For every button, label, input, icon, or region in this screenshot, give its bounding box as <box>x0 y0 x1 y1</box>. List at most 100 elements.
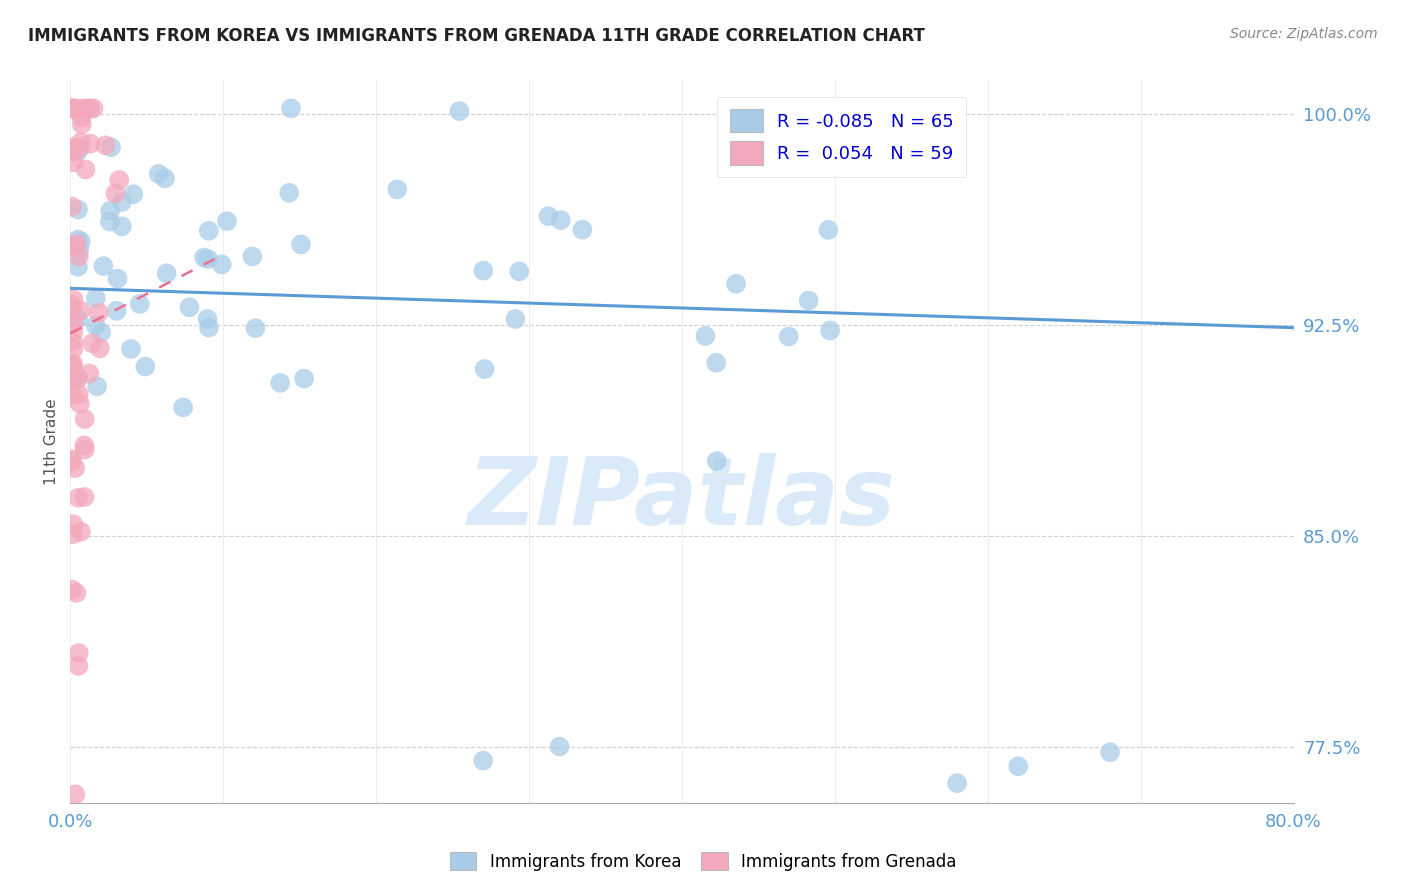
Immigrants from Korea <box>193 251 215 265</box>
Immigrants from Grenada <box>73 490 96 504</box>
Immigrants from Grenada <box>72 102 94 116</box>
Immigrants from Grenada <box>62 293 84 307</box>
Immigrants from Grenada <box>60 102 83 116</box>
Immigrants from Korea <box>245 321 267 335</box>
Immigrants from Korea <box>66 370 89 384</box>
Immigrants from Korea <box>548 739 571 754</box>
Immigrants from Grenada <box>65 788 87 802</box>
Immigrants from Korea <box>122 187 145 202</box>
Immigrants from Korea <box>134 359 156 374</box>
Immigrants from Korea <box>550 213 572 227</box>
Immigrants from Korea <box>449 104 471 119</box>
Immigrants from Grenada <box>70 117 93 131</box>
Y-axis label: 11th Grade: 11th Grade <box>44 398 59 485</box>
Immigrants from Grenada <box>82 336 104 351</box>
Immigrants from Grenada <box>62 316 84 330</box>
Legend: R = -0.085   N = 65, R =  0.054   N = 59: R = -0.085 N = 65, R = 0.054 N = 59 <box>717 96 966 178</box>
Immigrants from Grenada <box>79 136 101 151</box>
Immigrants from Korea <box>172 401 194 415</box>
Immigrants from Korea <box>197 312 219 326</box>
Immigrants from Grenada <box>73 442 96 457</box>
Immigrants from Grenada <box>62 334 84 349</box>
Immigrants from Grenada <box>65 586 87 600</box>
Immigrants from Grenada <box>79 102 101 116</box>
Immigrants from Grenada <box>67 249 90 263</box>
Immigrants from Korea <box>797 293 820 308</box>
Immigrants from Korea <box>474 362 496 376</box>
Immigrants from Grenada <box>70 524 93 539</box>
Immigrants from Korea <box>128 297 150 311</box>
Immigrants from Korea <box>105 303 128 318</box>
Immigrants from Grenada <box>69 141 91 155</box>
Immigrants from Korea <box>505 312 527 326</box>
Immigrants from Korea <box>84 291 107 305</box>
Immigrants from Korea <box>155 266 177 280</box>
Immigrants from Korea <box>98 214 121 228</box>
Immigrants from Korea <box>1007 759 1029 773</box>
Immigrants from Grenada <box>76 102 98 116</box>
Immigrants from Grenada <box>60 455 83 469</box>
Immigrants from Korea <box>66 311 89 326</box>
Immigrants from Korea <box>537 209 560 223</box>
Immigrants from Korea <box>93 259 115 273</box>
Immigrants from Grenada <box>60 387 83 401</box>
Immigrants from Grenada <box>63 461 86 475</box>
Immigrants from Korea <box>571 222 593 236</box>
Immigrants from Grenada <box>63 155 86 169</box>
Immigrants from Grenada <box>67 646 90 660</box>
Immigrants from Korea <box>387 182 409 196</box>
Text: ZIPatlas: ZIPatlas <box>468 453 896 545</box>
Immigrants from Korea <box>66 202 89 217</box>
Immigrants from Korea <box>84 318 107 333</box>
Immigrants from Korea <box>242 249 264 263</box>
Immigrants from Korea <box>90 326 112 340</box>
Immigrants from Korea <box>280 102 302 116</box>
Immigrants from Grenada <box>79 367 101 381</box>
Immigrants from Korea <box>148 167 170 181</box>
Immigrants from Grenada <box>83 102 105 116</box>
Immigrants from Grenada <box>60 582 83 597</box>
Immigrants from Korea <box>179 301 201 315</box>
Immigrants from Korea <box>86 379 108 393</box>
Immigrants from Grenada <box>67 658 90 673</box>
Immigrants from Grenada <box>62 357 84 371</box>
Immigrants from Grenada <box>60 371 83 385</box>
Immigrants from Grenada <box>75 162 97 177</box>
Immigrants from Korea <box>211 257 233 271</box>
Immigrants from Grenada <box>60 199 83 213</box>
Immigrants from Korea <box>706 454 728 468</box>
Immigrants from Grenada <box>60 298 83 312</box>
Immigrants from Grenada <box>63 238 86 252</box>
Immigrants from Grenada <box>63 102 86 116</box>
Immigrants from Korea <box>66 260 89 274</box>
Text: IMMIGRANTS FROM KOREA VS IMMIGRANTS FROM GRENADA 11TH GRADE CORRELATION CHART: IMMIGRANTS FROM KOREA VS IMMIGRANTS FROM… <box>28 27 925 45</box>
Immigrants from Korea <box>817 223 839 237</box>
Text: Source: ZipAtlas.com: Source: ZipAtlas.com <box>1230 27 1378 41</box>
Immigrants from Grenada <box>73 438 96 452</box>
Immigrants from Grenada <box>70 111 93 125</box>
Immigrants from Korea <box>472 263 495 277</box>
Immigrants from Korea <box>695 329 717 343</box>
Immigrants from Grenada <box>104 186 127 201</box>
Immigrants from Korea <box>107 271 129 285</box>
Immigrants from Grenada <box>67 491 90 505</box>
Immigrants from Grenada <box>62 342 84 356</box>
Immigrants from Grenada <box>66 372 89 386</box>
Immigrants from Grenada <box>60 302 83 317</box>
Immigrants from Grenada <box>108 173 131 187</box>
Immigrants from Grenada <box>62 359 84 374</box>
Immigrants from Grenada <box>65 237 87 252</box>
Legend: Immigrants from Korea, Immigrants from Grenada: Immigrants from Korea, Immigrants from G… <box>441 844 965 880</box>
Immigrants from Grenada <box>60 357 83 371</box>
Immigrants from Grenada <box>89 341 111 355</box>
Immigrants from Grenada <box>62 517 84 532</box>
Immigrants from Korea <box>818 324 841 338</box>
Immigrants from Korea <box>111 195 134 210</box>
Immigrants from Korea <box>472 754 495 768</box>
Immigrants from Grenada <box>94 138 117 153</box>
Immigrants from Grenada <box>60 452 83 467</box>
Immigrants from Grenada <box>62 102 84 116</box>
Immigrants from Korea <box>120 342 142 356</box>
Immigrants from Korea <box>100 140 122 154</box>
Immigrants from Korea <box>198 320 221 334</box>
